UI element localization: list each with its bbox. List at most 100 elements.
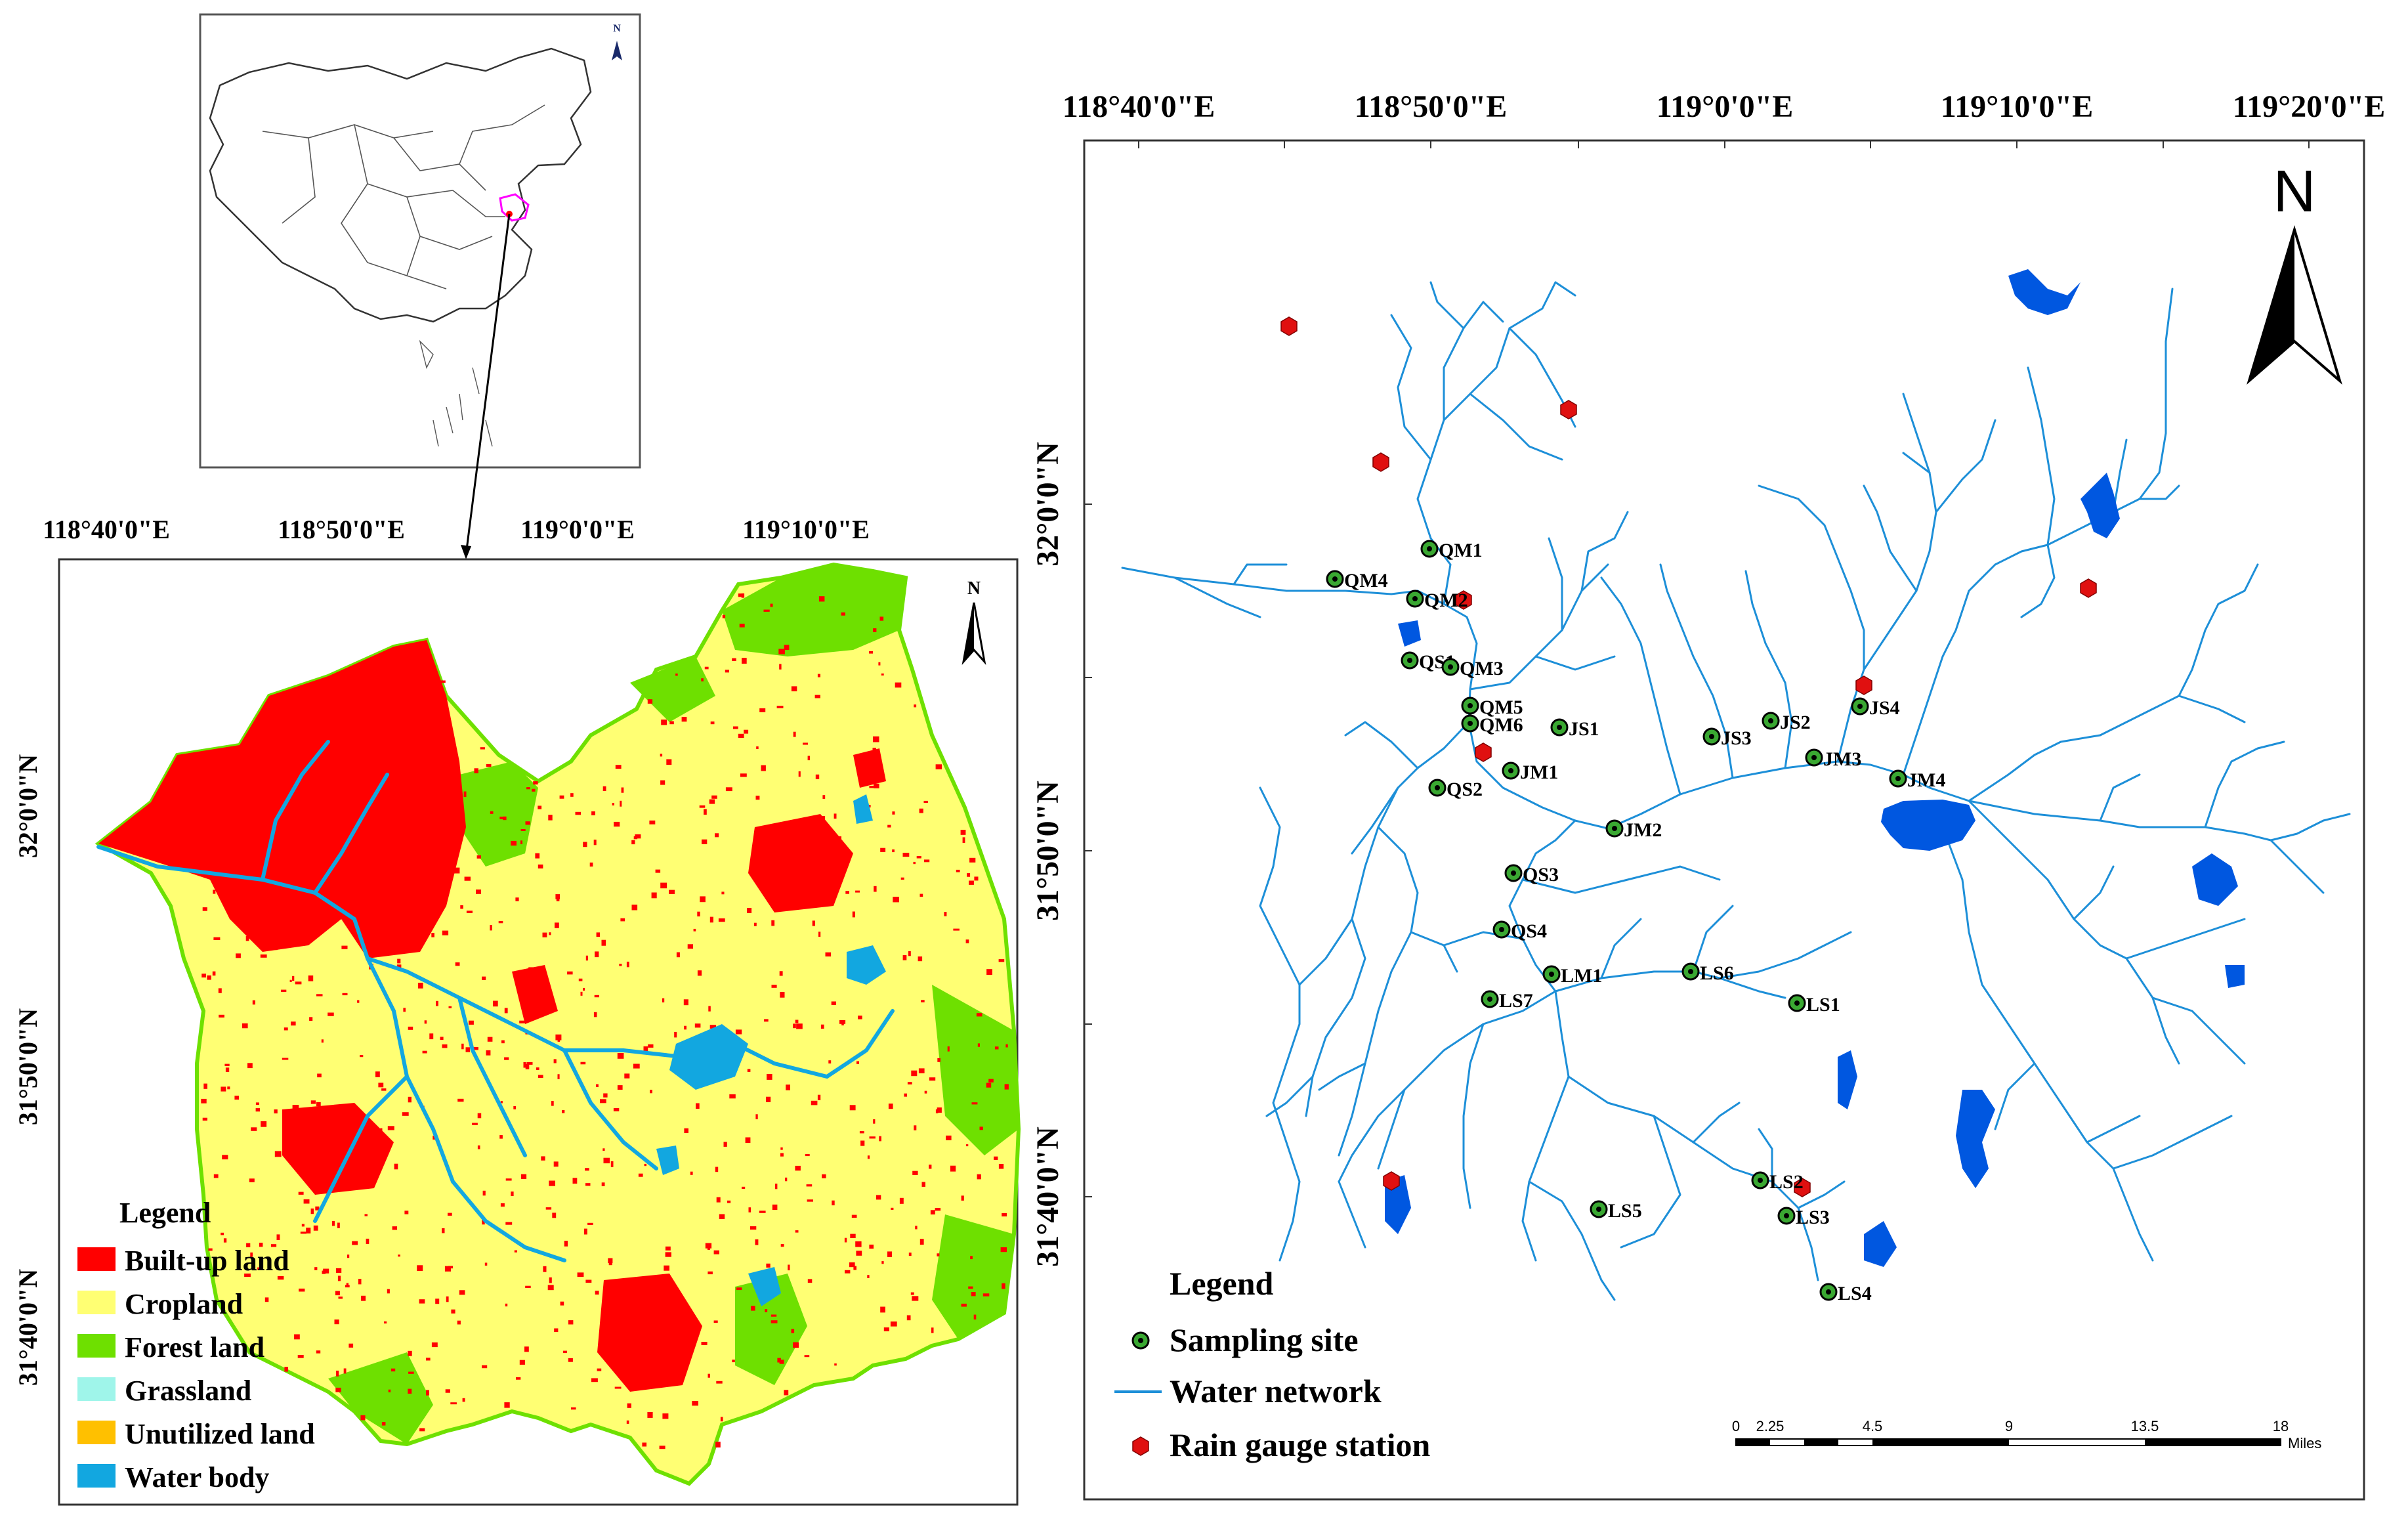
landuse-lakes (656, 794, 886, 1306)
built-up-speck (859, 1131, 864, 1134)
built-up-speck (431, 754, 438, 759)
study-area-highlight (499, 193, 530, 222)
built-up-speck (384, 851, 391, 854)
built-up-speck (526, 1062, 533, 1065)
built-up-speck (931, 1327, 934, 1333)
built-up-speck (1005, 1044, 1008, 1048)
built-up-speck (998, 1164, 1004, 1169)
built-up-speck (583, 1228, 587, 1235)
built-up-speck (343, 1368, 347, 1374)
built-up-speck (971, 1102, 978, 1105)
built-up-speck (514, 1250, 517, 1253)
built-up-speck (807, 1199, 813, 1202)
built-up-speck (779, 1360, 784, 1364)
built-up-speck (755, 796, 760, 800)
built-up-speck (351, 826, 354, 829)
built-up-speck (784, 645, 790, 651)
built-up-speck (310, 1208, 314, 1214)
sampling-site-label: QS4 (1511, 920, 1547, 942)
sampling-site: QM6 (1461, 714, 1523, 736)
built-up-speck (817, 674, 820, 677)
built-up-speck (627, 1289, 633, 1296)
landuse-legend-item: Built-up land (77, 1245, 289, 1277)
built-up-speck (266, 738, 270, 744)
built-up-speck (890, 1321, 897, 1327)
built-up-speck (675, 674, 678, 676)
built-up-speck (575, 811, 581, 815)
sampling-site-label: QM5 (1479, 697, 1523, 718)
built-up-speck (693, 928, 696, 932)
built-up-speck (243, 817, 247, 821)
built-up-speck (660, 754, 663, 757)
built-up-speck (709, 1025, 717, 1029)
network-ticks (1084, 140, 2310, 1197)
built-up-speck (263, 933, 267, 937)
built-up-speck (784, 1390, 789, 1396)
built-up-speck (316, 994, 323, 997)
built-up-speck (665, 1246, 671, 1251)
built-up-speck (587, 1222, 593, 1225)
built-up-speck (450, 1402, 457, 1405)
built-up-speck (263, 717, 266, 721)
built-up-speck (349, 1343, 354, 1348)
built-up-speck (218, 988, 222, 993)
built-up-speck (346, 1283, 349, 1287)
built-up-speck (918, 1068, 925, 1073)
built-up-speck (318, 738, 321, 742)
built-up-speck (841, 612, 845, 616)
built-up-speck (704, 809, 707, 815)
built-up-speck (649, 820, 656, 825)
built-up-speck (419, 749, 425, 753)
network-top-coord: 118°50'0"E (1355, 89, 1508, 124)
built-up-speck (201, 974, 206, 977)
built-up-speck (516, 1377, 521, 1380)
built-up-speck (600, 1099, 606, 1104)
built-up-speck (295, 981, 302, 985)
built-up-speck (450, 723, 452, 730)
built-up-speck (307, 788, 312, 790)
built-up-speck (503, 816, 507, 821)
landuse-top-coords: 118°40'0"E 118°50'0"E 119°0'0"E 119°10'0… (43, 515, 870, 544)
built-up-speck (457, 1320, 461, 1325)
built-up-speck (660, 882, 667, 889)
built-up-speck (893, 897, 899, 903)
built-up-speck (442, 1228, 445, 1233)
built-up-speck (417, 1265, 423, 1272)
built-up-speck (807, 756, 811, 761)
sampling-site: LS7 (1481, 990, 1533, 1012)
built-up-speck (291, 1021, 296, 1026)
rain-gauge-marker (1475, 742, 1492, 762)
built-up-speck (300, 1232, 306, 1234)
built-up-speck (292, 976, 295, 981)
built-up-speck (900, 877, 904, 880)
built-up-speck (771, 1314, 777, 1317)
landuse-legend-item: Forest land (77, 1331, 264, 1363)
built-up-speck (918, 956, 923, 962)
built-up-speck (755, 1114, 758, 1119)
built-up-speck (899, 1197, 904, 1204)
built-up-speck (520, 829, 526, 831)
rain-gauge-marker (1560, 400, 1577, 419)
built-up-speck (528, 967, 535, 970)
built-up-speck (895, 682, 902, 688)
built-up-speck (725, 670, 729, 673)
sampling-site-label: LS4 (1838, 1283, 1872, 1304)
built-up-speck (442, 930, 449, 935)
built-up-speck (562, 1350, 567, 1354)
built-up-speck (704, 666, 709, 670)
sampling-site-dot (1468, 703, 1473, 708)
built-up-speck (463, 791, 467, 798)
built-up-speck (770, 603, 773, 607)
built-up-speck (795, 1165, 801, 1171)
built-up-speck (603, 1157, 610, 1164)
built-up-speck (213, 1174, 219, 1178)
built-up-speck (392, 1226, 397, 1230)
legend-label: Unutilized land (125, 1418, 315, 1450)
built-up-speck (578, 978, 583, 981)
built-up-speck (626, 1420, 629, 1424)
legend-water-network-label: Water network (1170, 1373, 1382, 1409)
built-up-speck (304, 750, 310, 756)
built-up-speck (610, 1161, 614, 1167)
built-up-speck (862, 777, 865, 782)
built-up-speck (655, 869, 661, 873)
